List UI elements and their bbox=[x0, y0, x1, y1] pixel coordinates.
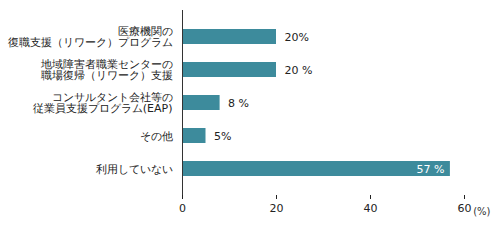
svg-text:8 %: 8 % bbox=[228, 97, 249, 110]
svg-text:その他: その他 bbox=[140, 130, 173, 143]
svg-text:利用していない: 利用していない bbox=[96, 163, 173, 176]
svg-text:5%: 5% bbox=[214, 130, 231, 143]
svg-text:医療機関の復職支援（リワーク）プログラム: 医療機関の復職支援（リワーク）プログラム bbox=[8, 25, 173, 49]
svg-text:57 %: 57 % bbox=[416, 163, 444, 176]
svg-text:20: 20 bbox=[270, 202, 284, 215]
svg-text:20 %: 20 % bbox=[285, 64, 313, 77]
svg-text:20%: 20% bbox=[285, 31, 309, 44]
svg-text:(%): (%) bbox=[473, 206, 490, 217]
svg-text:60: 60 bbox=[458, 202, 472, 215]
svg-text:0: 0 bbox=[179, 202, 186, 215]
svg-text:地域障害者職業センターの職場復帰（リワーク）支援: 地域障害者職業センターの職場復帰（リワーク）支援 bbox=[40, 58, 173, 82]
svg-text:40: 40 bbox=[364, 202, 378, 215]
svg-text:コンサルタント会社等の従業員支援プログラム(EAP): コンサルタント会社等の従業員支援プログラム(EAP) bbox=[33, 91, 173, 115]
